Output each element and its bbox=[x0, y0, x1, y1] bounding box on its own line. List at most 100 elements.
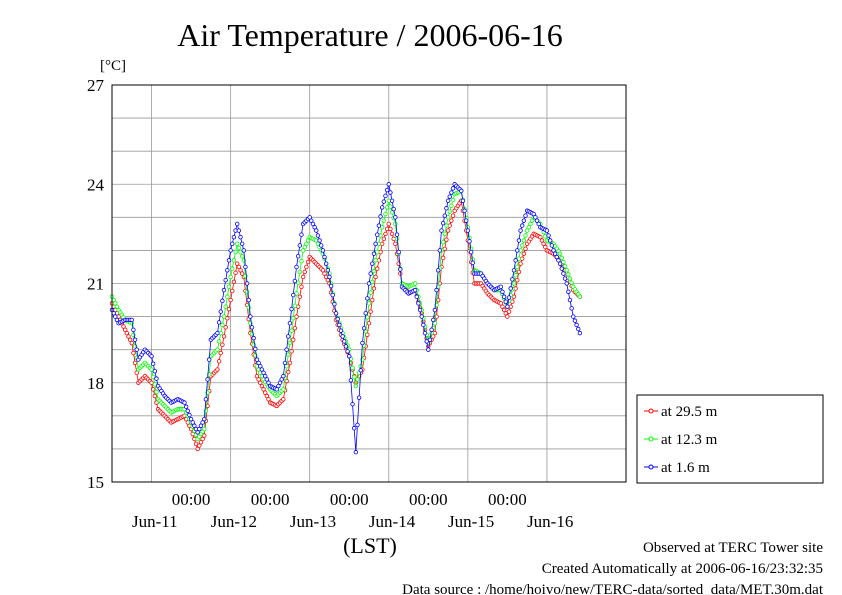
data-point bbox=[127, 337, 133, 342]
data-point bbox=[449, 218, 454, 223]
data-point bbox=[223, 277, 228, 283]
data-point bbox=[444, 206, 449, 211]
data-point bbox=[231, 258, 237, 263]
data-point bbox=[375, 266, 380, 271]
data-point bbox=[304, 241, 309, 246]
data-point bbox=[347, 354, 352, 359]
data-point bbox=[516, 269, 522, 275]
data-point bbox=[254, 373, 260, 379]
data-point bbox=[277, 380, 283, 385]
data-point bbox=[503, 299, 508, 304]
data-point bbox=[511, 268, 517, 273]
data-point bbox=[312, 225, 317, 230]
legend-swatch-marker bbox=[648, 408, 654, 414]
data-point bbox=[343, 344, 349, 349]
data-point bbox=[506, 295, 512, 300]
data-point bbox=[450, 197, 456, 203]
data-point bbox=[152, 382, 158, 387]
data-point bbox=[345, 349, 350, 354]
data-point bbox=[424, 339, 429, 344]
data-point bbox=[300, 248, 306, 253]
data-point bbox=[523, 246, 528, 251]
data-point bbox=[315, 241, 321, 246]
data-point bbox=[154, 389, 159, 395]
data-point bbox=[366, 281, 372, 286]
series-3 bbox=[109, 182, 583, 455]
data-point bbox=[226, 306, 232, 312]
data-point bbox=[154, 376, 159, 381]
data-point bbox=[238, 234, 243, 240]
data-point bbox=[355, 422, 360, 428]
data-point bbox=[154, 400, 159, 405]
data-point bbox=[564, 281, 569, 286]
data-point bbox=[529, 218, 535, 223]
data-point bbox=[551, 248, 556, 253]
data-point bbox=[249, 325, 255, 330]
data-point bbox=[320, 248, 326, 253]
data-point bbox=[389, 231, 395, 237]
data-point bbox=[366, 301, 372, 306]
data-point bbox=[325, 268, 331, 273]
data-point bbox=[450, 186, 456, 191]
data-point bbox=[510, 277, 515, 282]
data-point bbox=[371, 268, 377, 274]
data-point bbox=[150, 374, 156, 380]
data-point bbox=[389, 210, 395, 215]
legend-swatch-marker bbox=[648, 436, 654, 442]
data-point bbox=[370, 261, 375, 266]
data-point bbox=[518, 228, 523, 233]
data-point bbox=[379, 205, 385, 210]
data-point bbox=[297, 269, 303, 275]
data-point bbox=[440, 239, 446, 245]
x-day-label: Jun-11 bbox=[132, 512, 178, 531]
data-point bbox=[284, 347, 289, 352]
series-line bbox=[111, 183, 581, 453]
data-point bbox=[121, 324, 126, 329]
data-point bbox=[360, 340, 365, 346]
legend-swatch-marker bbox=[648, 464, 654, 470]
data-point bbox=[515, 264, 520, 270]
data-point bbox=[281, 397, 286, 402]
data-point bbox=[351, 426, 357, 431]
data-point bbox=[297, 243, 303, 248]
data-point bbox=[319, 243, 324, 248]
x-time-tick-label: 00:00 bbox=[409, 490, 448, 509]
data-point bbox=[361, 325, 367, 331]
data-point bbox=[442, 213, 447, 218]
data-point bbox=[429, 327, 434, 333]
data-point bbox=[388, 226, 393, 232]
data-point bbox=[426, 347, 431, 352]
data-point bbox=[569, 280, 574, 285]
data-point bbox=[388, 190, 393, 195]
data-point bbox=[383, 231, 388, 237]
data-point bbox=[439, 228, 444, 233]
data-point bbox=[239, 241, 245, 246]
data-point bbox=[307, 215, 312, 220]
data-point bbox=[200, 436, 205, 442]
data-point bbox=[241, 248, 246, 253]
data-point bbox=[431, 317, 436, 323]
data-point bbox=[445, 198, 451, 203]
x-time-tick-label: 00:00 bbox=[488, 490, 527, 509]
data-point bbox=[243, 264, 248, 270]
data-point bbox=[536, 221, 541, 227]
legend-label: at 1.6 m bbox=[661, 460, 710, 476]
data-point bbox=[206, 357, 212, 362]
data-point bbox=[327, 274, 332, 280]
data-point bbox=[292, 325, 298, 331]
data-point bbox=[299, 284, 304, 290]
data-point bbox=[366, 321, 372, 326]
data-point bbox=[330, 292, 335, 298]
series-1 bbox=[109, 198, 583, 452]
data-point bbox=[444, 223, 449, 228]
data-point bbox=[557, 261, 563, 266]
data-point bbox=[264, 377, 270, 382]
data-point bbox=[521, 251, 527, 256]
data-point bbox=[258, 364, 263, 369]
data-point bbox=[521, 238, 527, 243]
data-point bbox=[442, 246, 447, 251]
y-unit-label: [°C] bbox=[100, 58, 126, 74]
data-point bbox=[505, 304, 510, 309]
data-point bbox=[152, 368, 158, 374]
data-point bbox=[437, 248, 443, 253]
